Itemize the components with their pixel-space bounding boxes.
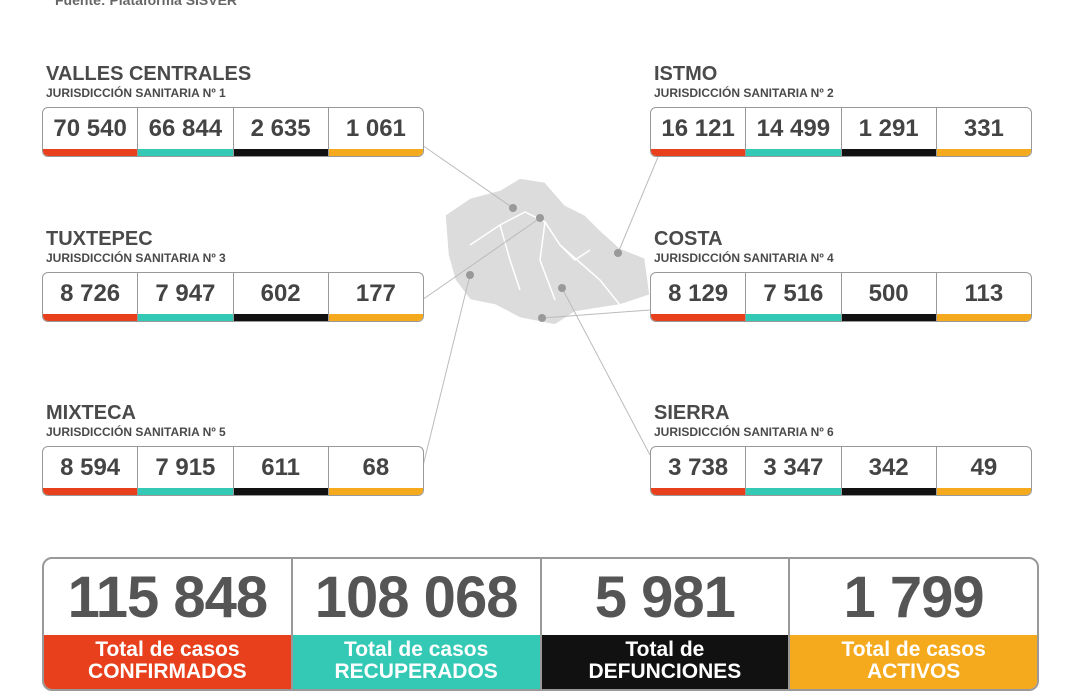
region-value: 2 635 [233,108,329,156]
region-name: VALLES CENTRALES [46,63,252,85]
color-stripe [43,488,138,495]
region-name: MIXTECA [46,402,136,424]
total-value: 108 068 [314,564,519,630]
region-box: 3 738 3 347 342 49 [650,446,1032,496]
region-name: ISTMO [654,63,718,85]
region-value: 16 121 [651,108,747,156]
total-label-line: Total de casos [343,638,489,661]
total-label: Total de casos RECUPERADOS [292,635,540,689]
region-value: 7 947 [138,273,234,321]
color-stripe [233,314,328,321]
color-stripe [328,488,423,495]
region-box: 70 540 66 844 2 635 1 061 [42,107,424,157]
total-label-line: Total de [625,638,705,661]
region-value: 1 291 [841,108,937,156]
region-value: 3 738 [651,447,747,495]
color-stripe [841,314,936,321]
color-stripe [936,488,1031,495]
color-stripe [936,149,1031,156]
region-value: 8 129 [651,273,747,321]
jurisdiction: JURISDICCIÓN SANITARIA Nº 5 [46,425,226,439]
total-label: Total de casos CONFIRMADOS [44,635,291,689]
source: Fuente: Plataforma SISVER [55,0,238,8]
total-cell: 5 981 Total de DEFUNCIONES [541,559,791,689]
total-label-line: RECUPERADOS [334,660,498,683]
color-stripe [651,488,746,495]
total-label-line: ACTIVOS [866,660,961,683]
region-value: 611 [233,447,329,495]
total-cell: 115 848 Total de casos CONFIRMADOS [44,559,293,689]
region-value: 70 540 [43,108,139,156]
color-stripe [746,488,841,495]
color-stripe [138,149,233,156]
color-stripe [746,314,841,321]
total-label: Total de DEFUNCIONES [541,635,789,689]
total-label: Total de casos ACTIVOS [790,635,1037,689]
page: Fuente: Plataforma SISVER VALLES CENTRAL… [42,0,1039,691]
jurisdiction: JURISDICCIÓN SANITARIA Nº 2 [654,86,834,100]
region-box: 16 121 14 499 1 291 331 [650,107,1032,157]
region-name: SIERRA [654,402,730,424]
region-box: 8 129 7 516 500 113 [650,272,1032,322]
total-label-line: Total de casos [95,638,240,661]
region-value: 113 [936,273,1031,321]
map-dots [466,204,622,322]
region-value: 49 [936,447,1031,495]
region-value: 3 347 [746,447,842,495]
region-name: COSTA [654,228,723,250]
color-stripe [651,149,746,156]
color-stripe [841,149,936,156]
color-stripe [936,314,1031,321]
color-stripe [138,314,233,321]
color-stripe [233,149,328,156]
color-stripe [43,149,138,156]
total-value: 115 848 [67,564,268,630]
region-value: 8 726 [43,273,139,321]
region-box: 8 594 7 915 611 68 [42,446,424,496]
region-value: 1 061 [328,108,423,156]
color-stripe [328,314,423,321]
region-name: TUXTEPEC [46,228,153,250]
total-label-line: DEFUNCIONES [588,660,742,683]
jurisdiction: JURISDICCIÓN SANITARIA Nº 6 [654,425,834,439]
total-cell: 1 799 Total de casos ACTIVOS [790,559,1037,689]
total-cell: 108 068 Total de casos RECUPERADOS [292,559,542,689]
total-value: 1 799 [843,564,985,630]
color-stripe [233,488,328,495]
region-value: 14 499 [746,108,842,156]
jurisdiction: JURISDICCIÓN SANITARIA Nº 4 [654,251,834,265]
color-stripe [841,488,936,495]
region-value: 500 [841,273,937,321]
color-stripe [138,488,233,495]
region-value: 8 594 [43,447,139,495]
color-stripe [746,149,841,156]
region-value: 7 915 [138,447,234,495]
region-value: 177 [328,273,423,321]
region-value: 68 [328,447,423,495]
total-value: 5 981 [594,564,736,630]
jurisdiction: JURISDICCIÓN SANITARIA Nº 1 [46,86,226,100]
region-value: 331 [936,108,1031,156]
total-label-line: CONFIRMADOS [88,660,247,683]
color-stripe [43,314,138,321]
total-label-line: Total de casos [841,638,986,661]
region-value: 602 [233,273,329,321]
color-stripe [651,314,746,321]
connectors [421,144,659,471]
region-value: 7 516 [746,273,842,321]
totals-box: 115 848 Total de casos CONFIRMADOS 108 068 T… [42,557,1039,691]
jurisdiction: JURISDICCIÓN SANITARIA Nº 3 [46,251,226,265]
map-borders [469,211,621,306]
region-box: 8 726 7 947 602 177 [42,272,424,322]
region-value: 342 [841,447,937,495]
color-stripe [328,149,423,156]
region-value: 66 844 [138,108,234,156]
